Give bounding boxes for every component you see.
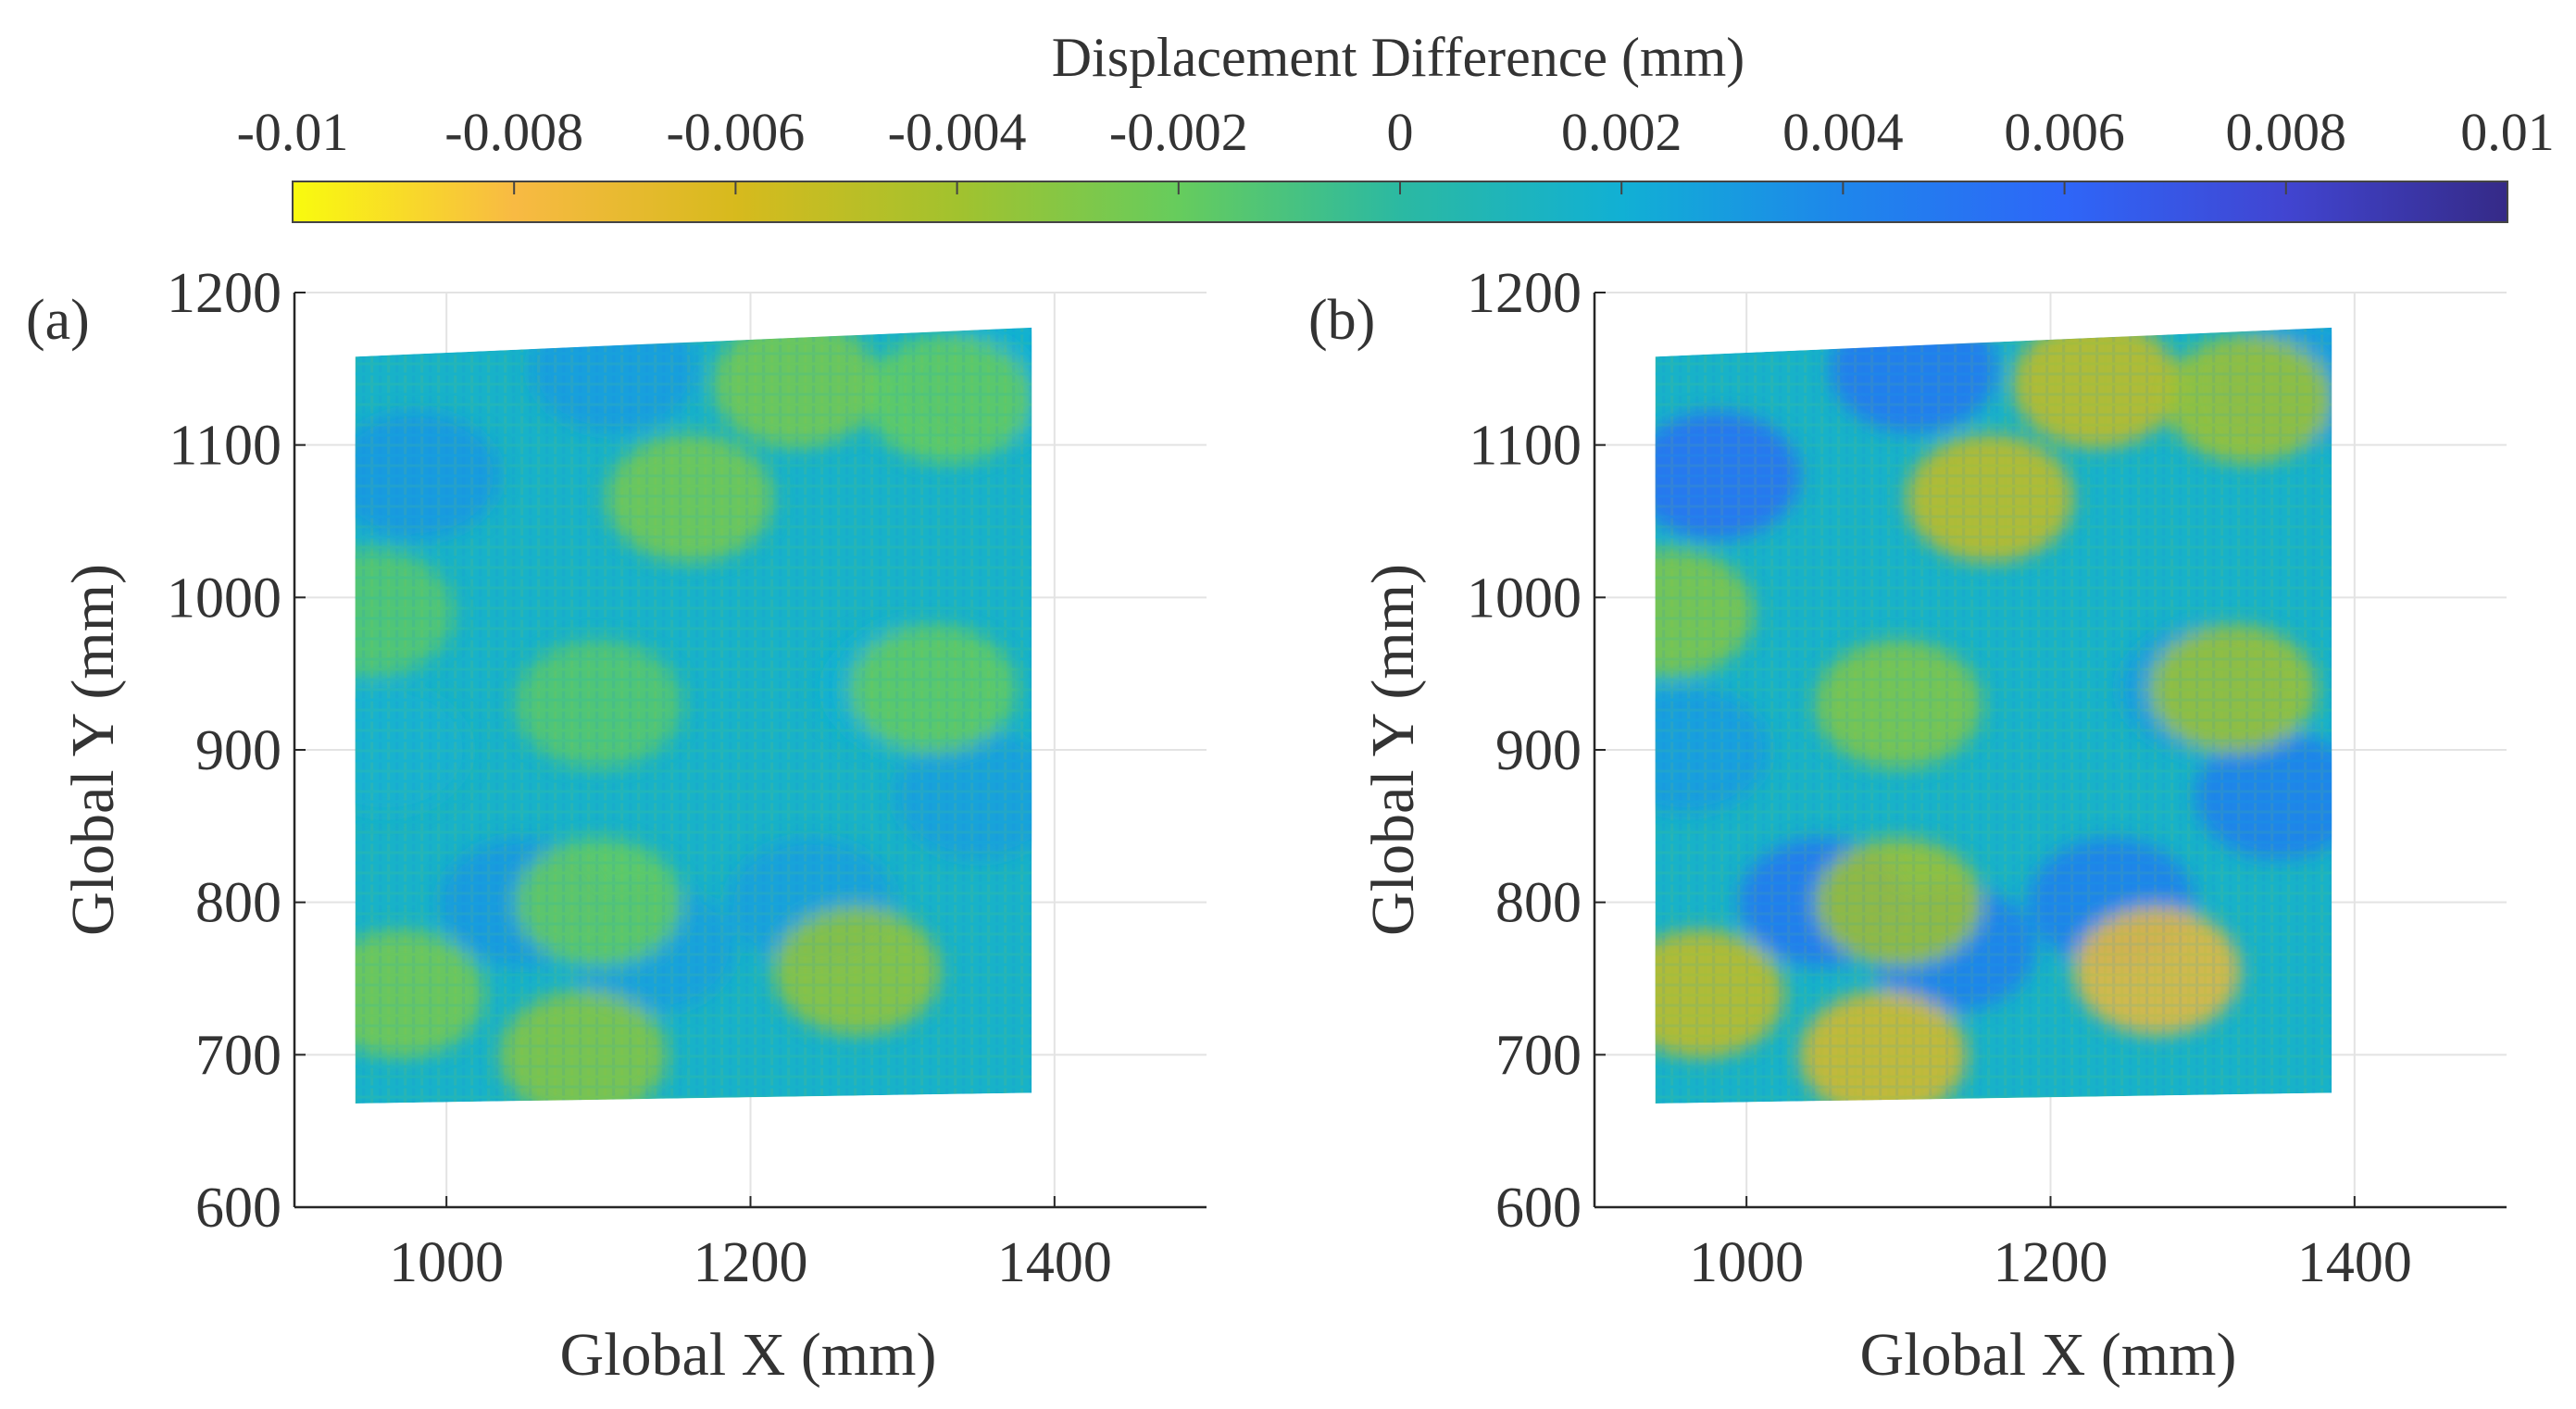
heatmap-blob: [1655, 685, 1769, 815]
colorbar-tick-label: 0.008: [2226, 102, 2347, 162]
heatmap-blob: [1655, 411, 1800, 540]
axes-a: 1000 1200 1400 600 700 800 900 1000 1100 1200: [167, 262, 1207, 1294]
heatmap-blob: [355, 685, 469, 815]
heatmap-field: [1655, 327, 2332, 1104]
y-tick-label: 700: [195, 1024, 281, 1087]
colorbar-tick-label: -0.008: [444, 102, 583, 162]
heatmap-blob: [515, 838, 682, 966]
y-tick-label: 600: [195, 1177, 281, 1240]
colorbar-tick-label: -0.002: [1109, 102, 1248, 162]
heatmap-texture: [1655, 327, 2332, 1104]
panel-label-b: (b): [1308, 289, 1375, 352]
colorbar-tick-label: -0.006: [666, 102, 805, 162]
heatmap-blob: [355, 929, 485, 1058]
x-tick-label: 1200: [694, 1231, 808, 1294]
heatmap-blob: [1799, 991, 1968, 1104]
y-tick-label: 1000: [1467, 567, 1582, 630]
colorbar-title: Displacement Difference (mm): [1052, 27, 1745, 88]
y-tick-label: 900: [1495, 719, 1582, 782]
heatmap-blob: [2012, 327, 2181, 448]
colorbar: Displacement Difference (mm) -0.01 -0.008…: [237, 27, 2555, 223]
x-tick-label: 1400: [2297, 1231, 2412, 1294]
colorbar-tick-label: 0: [1387, 102, 1414, 162]
heatmap-blob: [849, 624, 1017, 754]
panel-label-a: (a): [26, 289, 90, 352]
heatmap-blob: [606, 434, 774, 563]
heatmap-blobs: [1655, 327, 2332, 1104]
colorbar-tick-label: -0.01: [237, 102, 349, 162]
y-tick-label: 800: [1495, 872, 1582, 935]
y-tick-label: 900: [195, 719, 281, 782]
heatmap-texture: [355, 327, 1032, 1104]
heatmap-blob: [1655, 548, 1755, 677]
y-tick-label: 700: [1495, 1024, 1582, 1087]
y-tick-label: 1100: [1469, 415, 1582, 478]
x-tick-label: 1400: [997, 1231, 1112, 1294]
heatmap-blob: [1815, 640, 1982, 768]
heatmap-blob: [2195, 731, 2332, 860]
heatmap-b: [1655, 327, 2332, 1104]
colorbar-tick-label: -0.004: [888, 102, 1027, 162]
x-axis-label-a: Global X (mm): [560, 1321, 937, 1389]
heatmap-blob: [894, 731, 1032, 860]
x-tick-label: 1000: [1689, 1231, 1804, 1294]
heatmap-blob: [1655, 929, 1785, 1058]
heatmap-blob: [773, 906, 941, 1035]
heatmap-blob: [355, 411, 500, 540]
y-axis-label-b: Global Y (mm): [1359, 564, 1427, 936]
heatmap-blob: [2073, 906, 2241, 1035]
heatmap-blob: [864, 335, 1032, 464]
axes-b: 1000 1200 1400 600 700 800 900 1000 1100 1200: [1467, 262, 2507, 1294]
y-tick-label: 1100: [169, 415, 281, 478]
x-axis-label-b: Global X (mm): [1860, 1321, 2237, 1389]
heatmap-blob: [2149, 624, 2317, 754]
y-tick-label: 800: [195, 872, 281, 935]
colorbar-tick-label: 0.002: [1561, 102, 1682, 162]
y-tick-label: 600: [1495, 1177, 1582, 1240]
heatmap-blob: [1906, 434, 2074, 563]
heatmap-blob: [499, 991, 668, 1104]
y-axis-label-a: Global Y (mm): [59, 564, 127, 936]
panel-b: (b) 1000 1200 1400 600 700 800 900 1000 1100 1200…: [1308, 262, 2507, 1389]
panel-a: (a) 1000 1200 1400 600 700 800 900 1000 1100 1200…: [26, 262, 1207, 1389]
heatmap-blob: [1815, 838, 1982, 966]
colorbar-tick-label: 0.01: [2460, 102, 2555, 162]
heatmap-field: [355, 327, 1032, 1104]
heatmap-blob: [2164, 335, 2332, 464]
y-tick-label: 1000: [167, 567, 281, 630]
y-tick-label: 1200: [1467, 262, 1582, 325]
colorbar-tick-label: 0.006: [2004, 102, 2125, 162]
colorbar-ticks: -0.01 -0.008 -0.006 -0.004 -0.002 0 0.002 0.004…: [237, 102, 2555, 194]
x-tick-label: 1200: [1994, 1231, 2108, 1294]
heatmap-blob: [515, 640, 682, 768]
heatmap-blob: [712, 327, 881, 448]
x-tick-label: 1000: [389, 1231, 504, 1294]
y-tick-label: 1200: [167, 262, 281, 325]
colorbar-tick-label: 0.004: [1782, 102, 1904, 162]
heatmap-blob: [355, 548, 455, 677]
heatmap-a: [355, 327, 1032, 1104]
